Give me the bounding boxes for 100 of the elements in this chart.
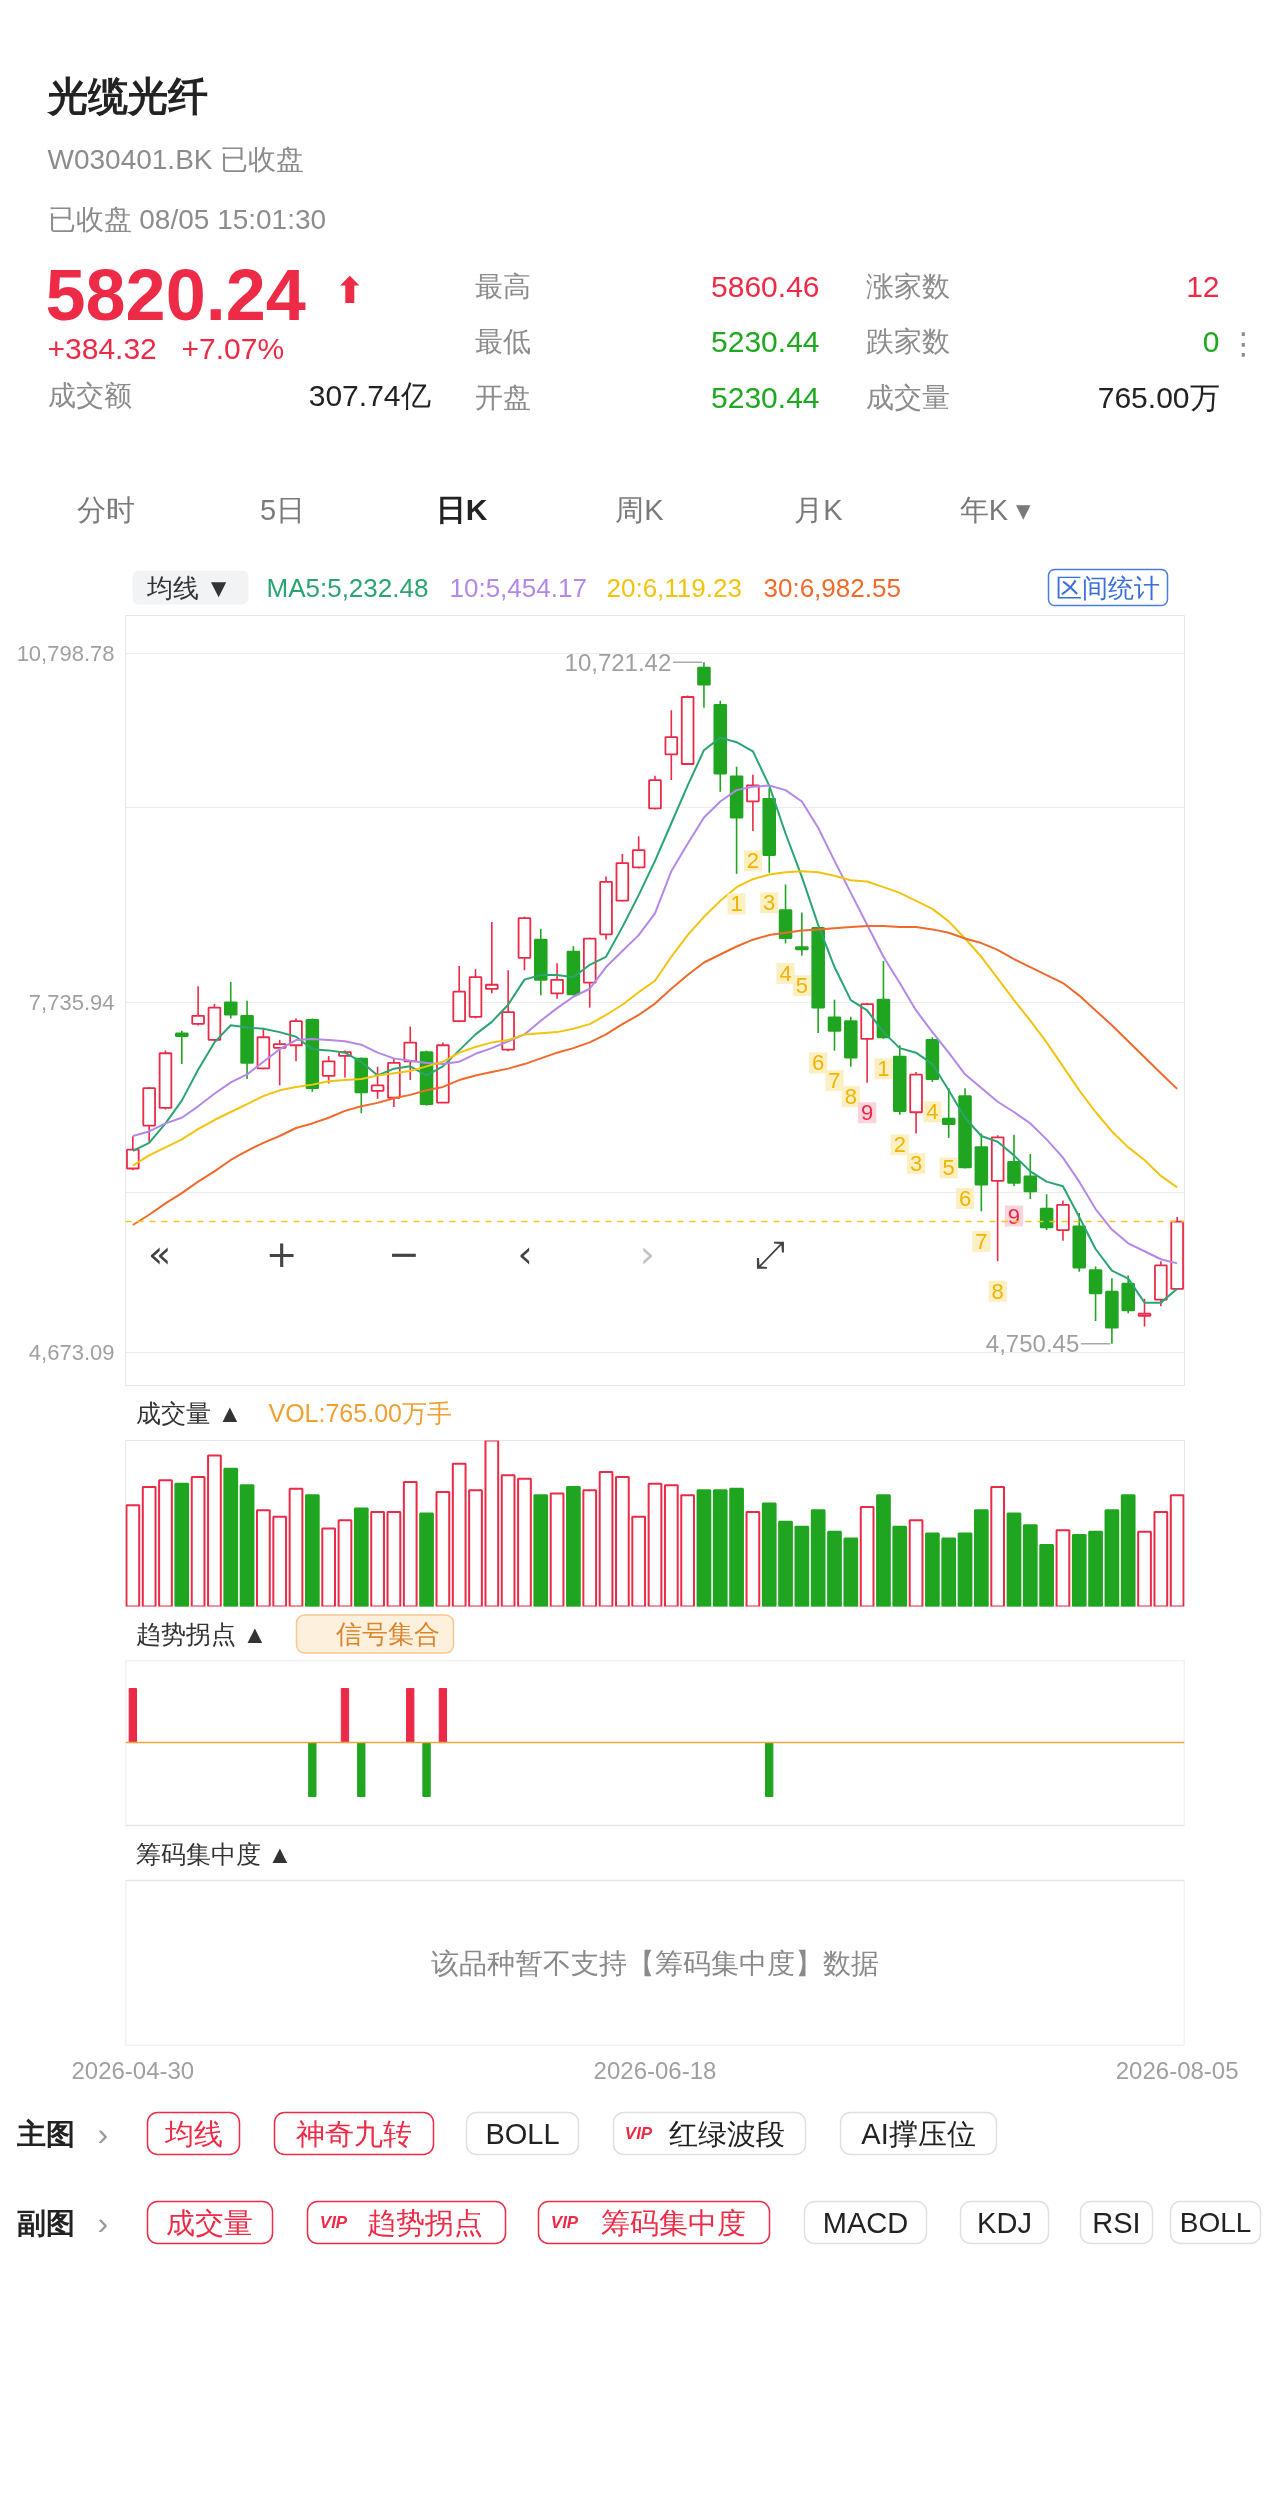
candlestick — [697, 661, 711, 709]
annotation: 3 — [763, 890, 776, 916]
annotation: 2 — [893, 1132, 906, 1158]
candlestick — [403, 1025, 418, 1081]
candlestick — [827, 998, 842, 1052]
text: 30:6,982.55 — [763, 572, 901, 603]
candlestick — [191, 985, 205, 1027]
text: 副图 — [16, 2206, 75, 2239]
annotation: 9 — [1007, 1203, 1021, 1229]
annotation: 10,721.42 — [564, 648, 672, 676]
text: 年K ▾ — [959, 493, 1032, 526]
annotation: 1 — [730, 891, 743, 917]
line-series — [131, 924, 1179, 1227]
text: › — [97, 2204, 109, 2241]
bar — [223, 1467, 239, 1607]
bar — [419, 1512, 434, 1607]
annotation: 9 — [861, 1100, 874, 1126]
text: BOLL — [485, 2117, 560, 2150]
annotation: 7 — [828, 1068, 841, 1094]
bar — [745, 1510, 761, 1607]
text: 跌家数 — [865, 326, 950, 357]
text: MA5:5,232.48 — [266, 572, 429, 603]
bar — [908, 1519, 924, 1607]
annotation: − — [387, 1232, 420, 1276]
text: 最高 — [474, 271, 531, 302]
annotation: « — [148, 1231, 172, 1276]
candlestick — [1137, 1297, 1152, 1328]
y-tick-label: 10,798.78 — [16, 640, 115, 666]
text: 月K — [794, 493, 844, 526]
text: 20:6,119.23 — [606, 572, 742, 603]
bar — [174, 1482, 190, 1607]
candlestick — [223, 981, 238, 1020]
candlestick — [1007, 1133, 1021, 1187]
text: 成交额 — [47, 380, 132, 411]
text: W030401.BK 已收盘 — [47, 144, 305, 175]
annotation: 4 — [926, 1099, 939, 1125]
bar — [1120, 1494, 1136, 1607]
text: 0 — [1202, 324, 1220, 358]
bar — [973, 1509, 989, 1607]
text: 红绿波段 — [668, 2117, 785, 2150]
text: 5日 — [259, 493, 306, 526]
candlestick — [631, 835, 646, 870]
annotation: 2 — [746, 848, 760, 874]
legend-title: 均线 ▼ — [145, 572, 232, 603]
annotation: › — [639, 1231, 655, 1276]
x-tick-label: 2026-04-30 — [71, 2056, 195, 2084]
bar — [386, 1510, 402, 1607]
annotation: 7 — [975, 1228, 988, 1254]
text: 成交量 — [166, 2206, 253, 2239]
x-tick-label: 2026-08-05 — [1115, 2056, 1239, 2084]
bar — [370, 1510, 385, 1607]
annotation: 4 — [779, 960, 792, 986]
text: 神奇九转 — [295, 2117, 412, 2150]
bar — [435, 1490, 451, 1607]
candlestick — [485, 921, 499, 995]
bar — [1104, 1509, 1120, 1607]
candlestick — [795, 911, 809, 957]
annotation: 4,750.45 — [985, 1330, 1080, 1358]
candlestick — [1088, 1265, 1103, 1322]
text: ⋮ — [1228, 326, 1259, 361]
bar — [859, 1505, 875, 1607]
bar — [125, 1504, 141, 1607]
text: VIP — [550, 2213, 579, 2232]
bar — [288, 1487, 304, 1607]
annotation: 5 — [942, 1155, 955, 1181]
candlestick — [941, 1087, 956, 1139]
annotation: 6 — [958, 1186, 972, 1212]
bar — [533, 1494, 549, 1607]
text: VIP — [624, 2124, 653, 2143]
text: ⬆ — [334, 270, 365, 311]
chart-title: 成交量 ▲ — [135, 1398, 243, 1427]
bar — [566, 1485, 581, 1607]
text: › — [97, 2115, 109, 2152]
bar — [353, 1507, 369, 1607]
text: 成交量 — [865, 382, 950, 413]
bar — [321, 1527, 337, 1607]
text: 光缆光纤 — [45, 73, 208, 118]
text: 周K — [615, 493, 665, 526]
candlestick — [175, 1029, 189, 1065]
annotation: 1 — [877, 1056, 890, 1082]
text: MACD — [822, 2206, 909, 2239]
text: AI撑压位 — [861, 2117, 976, 2150]
y-tick-label: 7,735.94 — [28, 990, 115, 1016]
annotation: 6 — [812, 1050, 825, 1076]
x-tick-label: 2026-06-18 — [593, 2056, 717, 2084]
text: 5230.44 — [711, 380, 820, 414]
candlestick — [126, 1135, 140, 1172]
bar — [647, 1482, 663, 1607]
bar — [549, 1492, 565, 1607]
candlestick — [746, 773, 760, 832]
text: +7.07% — [181, 332, 285, 365]
bar — [304, 1494, 320, 1607]
annotation: 8 — [991, 1278, 1004, 1304]
text: 5860.46 — [711, 269, 820, 303]
text: 12 — [1186, 269, 1220, 303]
annotation: + — [265, 1232, 298, 1276]
text: 已收盘 08/05 15:01:30 — [47, 204, 327, 235]
text: RSI — [1092, 2206, 1141, 2239]
text: VIP — [319, 2213, 348, 2232]
text: 5230.44 — [711, 324, 820, 358]
